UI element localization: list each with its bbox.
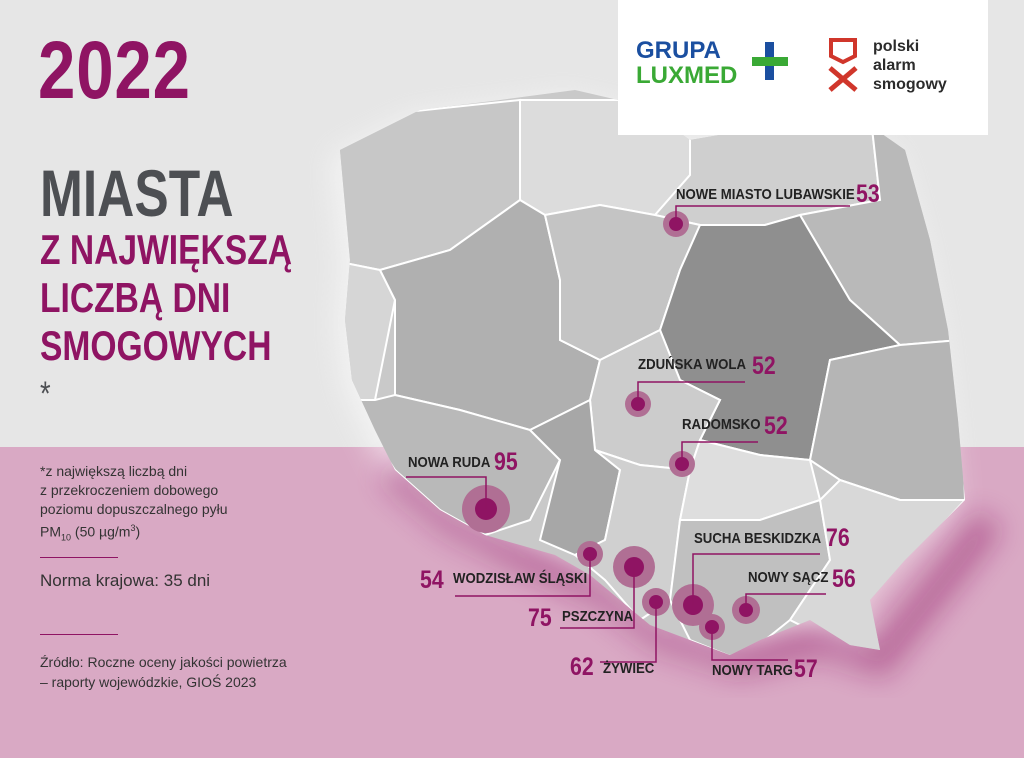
- luxmed-logo: GRUPA LUXMED: [636, 37, 738, 89]
- city-value: 57: [794, 655, 818, 683]
- city-value: 52: [752, 352, 776, 380]
- source-note: Źródło: Roczne oceny jakości powietrza –…: [40, 654, 287, 690]
- title-sub: Z NAJWIĘKSZĄ LICZBĄ DNI SMOGOWYCH *: [40, 226, 292, 413]
- luxmed-cross-icon: [752, 42, 788, 80]
- city-value: 53: [856, 180, 880, 208]
- footnote: *z największą liczbą dni z przekroczenie…: [40, 463, 228, 543]
- mask-icon: [828, 38, 858, 92]
- city-label: NOWY SĄCZ: [748, 569, 829, 586]
- city-label: NOWA RUDA: [408, 454, 491, 471]
- city-value: 54: [420, 566, 444, 594]
- city-label: RADOMSKO: [682, 416, 761, 433]
- city-value: 75: [528, 604, 552, 632]
- city-label: ŻYWIEC: [603, 660, 655, 677]
- city-label: SUCHA BESKIDZKA: [694, 530, 822, 547]
- city-label: PSZCZYNA: [562, 608, 634, 625]
- national-norm: Norma krajowa: 35 dni: [40, 571, 211, 590]
- polski-alarm-smogowy-logo: polski alarm smogowy: [873, 38, 947, 93]
- logo-box: [618, 0, 988, 135]
- city-value: 76: [826, 524, 850, 552]
- city-label: WODZISŁAW ŚLĄSKI: [453, 570, 588, 587]
- title-main: MIASTA: [40, 156, 234, 230]
- year-heading: 2022: [38, 25, 191, 116]
- city-value: 62: [570, 653, 594, 681]
- city-value: 52: [764, 412, 788, 440]
- leader-lines: [406, 205, 850, 663]
- city-label: NOWE MIASTO LUBAWSKIE: [676, 186, 855, 203]
- divider: [40, 634, 118, 635]
- city-value: 56: [832, 565, 856, 593]
- city-label: ZDUŃSKA WOLA: [638, 356, 747, 373]
- city-label: NOWY TARG: [712, 662, 793, 679]
- divider: [40, 557, 118, 558]
- title-asterisk: *: [40, 375, 51, 413]
- voivodeships: [340, 90, 965, 655]
- city-value: 95: [494, 448, 518, 476]
